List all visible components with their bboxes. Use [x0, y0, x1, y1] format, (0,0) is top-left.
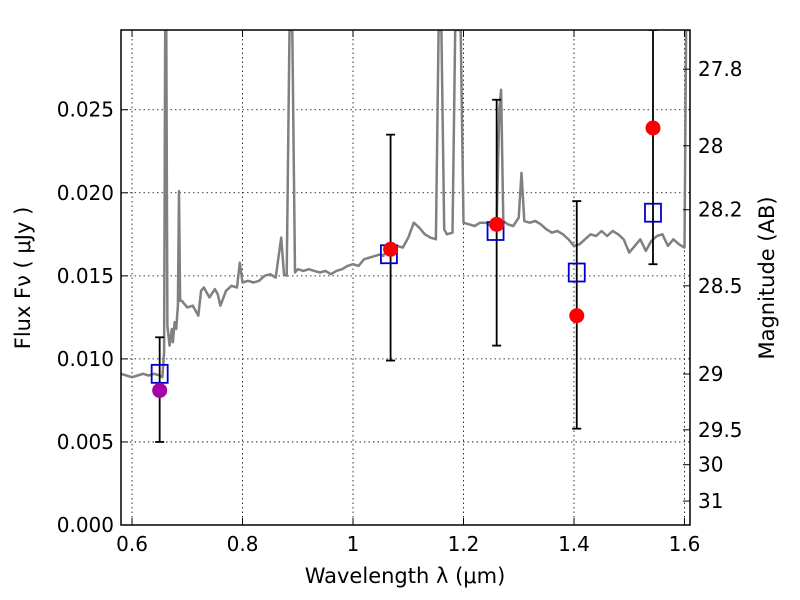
right-tick-label: 31 — [698, 489, 723, 513]
right-tick-label: 30 — [698, 453, 723, 477]
observed-photometry-point — [152, 382, 168, 398]
template-spectrum-line — [121, 30, 690, 379]
right-tick-label: 28 — [698, 134, 723, 158]
series-layer — [121, 30, 690, 443]
tick-labels: 0.6 0.8 1 1.2 1.4 1.6 0.000 0.005 0.010 0.015 0.02… — [57, 57, 743, 556]
right-tick-label: 29 — [698, 362, 723, 386]
y-tick-label: 0.025 — [57, 98, 114, 122]
x-tick-label: 1.6 — [669, 532, 701, 556]
y-axis-right-label: Magnitude (AB) — [755, 196, 779, 359]
observed-photometry-point — [569, 308, 585, 324]
right-tick-label: 27.8 — [698, 57, 743, 81]
right-tick-label: 28.2 — [698, 198, 743, 222]
x-tick-label: 0.6 — [116, 532, 148, 556]
model-photometry-square — [150, 363, 169, 384]
x-tick-label: 0.8 — [227, 532, 259, 556]
y-tick-label: 0.020 — [57, 181, 114, 205]
right-tick-label: 29.5 — [698, 418, 743, 442]
observed-photometry-point — [645, 120, 661, 136]
model-photometry-square — [567, 262, 586, 283]
right-tick-label: 28.5 — [698, 274, 743, 298]
tick-marks — [121, 30, 690, 526]
x-tick-label: 1.2 — [448, 532, 480, 556]
plot-frame — [120, 29, 691, 526]
y-axis-label: Flux Fν ( μJy ) — [11, 207, 35, 350]
y-tick-label: 0.005 — [57, 430, 114, 454]
observed-photometry-point — [383, 241, 399, 257]
x-tick-label: 1.4 — [558, 532, 590, 556]
y-tick-label: 0.000 — [57, 513, 114, 537]
plot-background — [121, 30, 690, 525]
y-tick-label: 0.010 — [57, 347, 114, 371]
x-tick-label: 1 — [347, 532, 360, 556]
observed-photometry-point — [489, 216, 505, 232]
model-photometry-square — [644, 202, 662, 223]
y-tick-label: 0.015 — [57, 264, 114, 288]
x-axis-label: Wavelength λ (μm) — [305, 564, 506, 588]
